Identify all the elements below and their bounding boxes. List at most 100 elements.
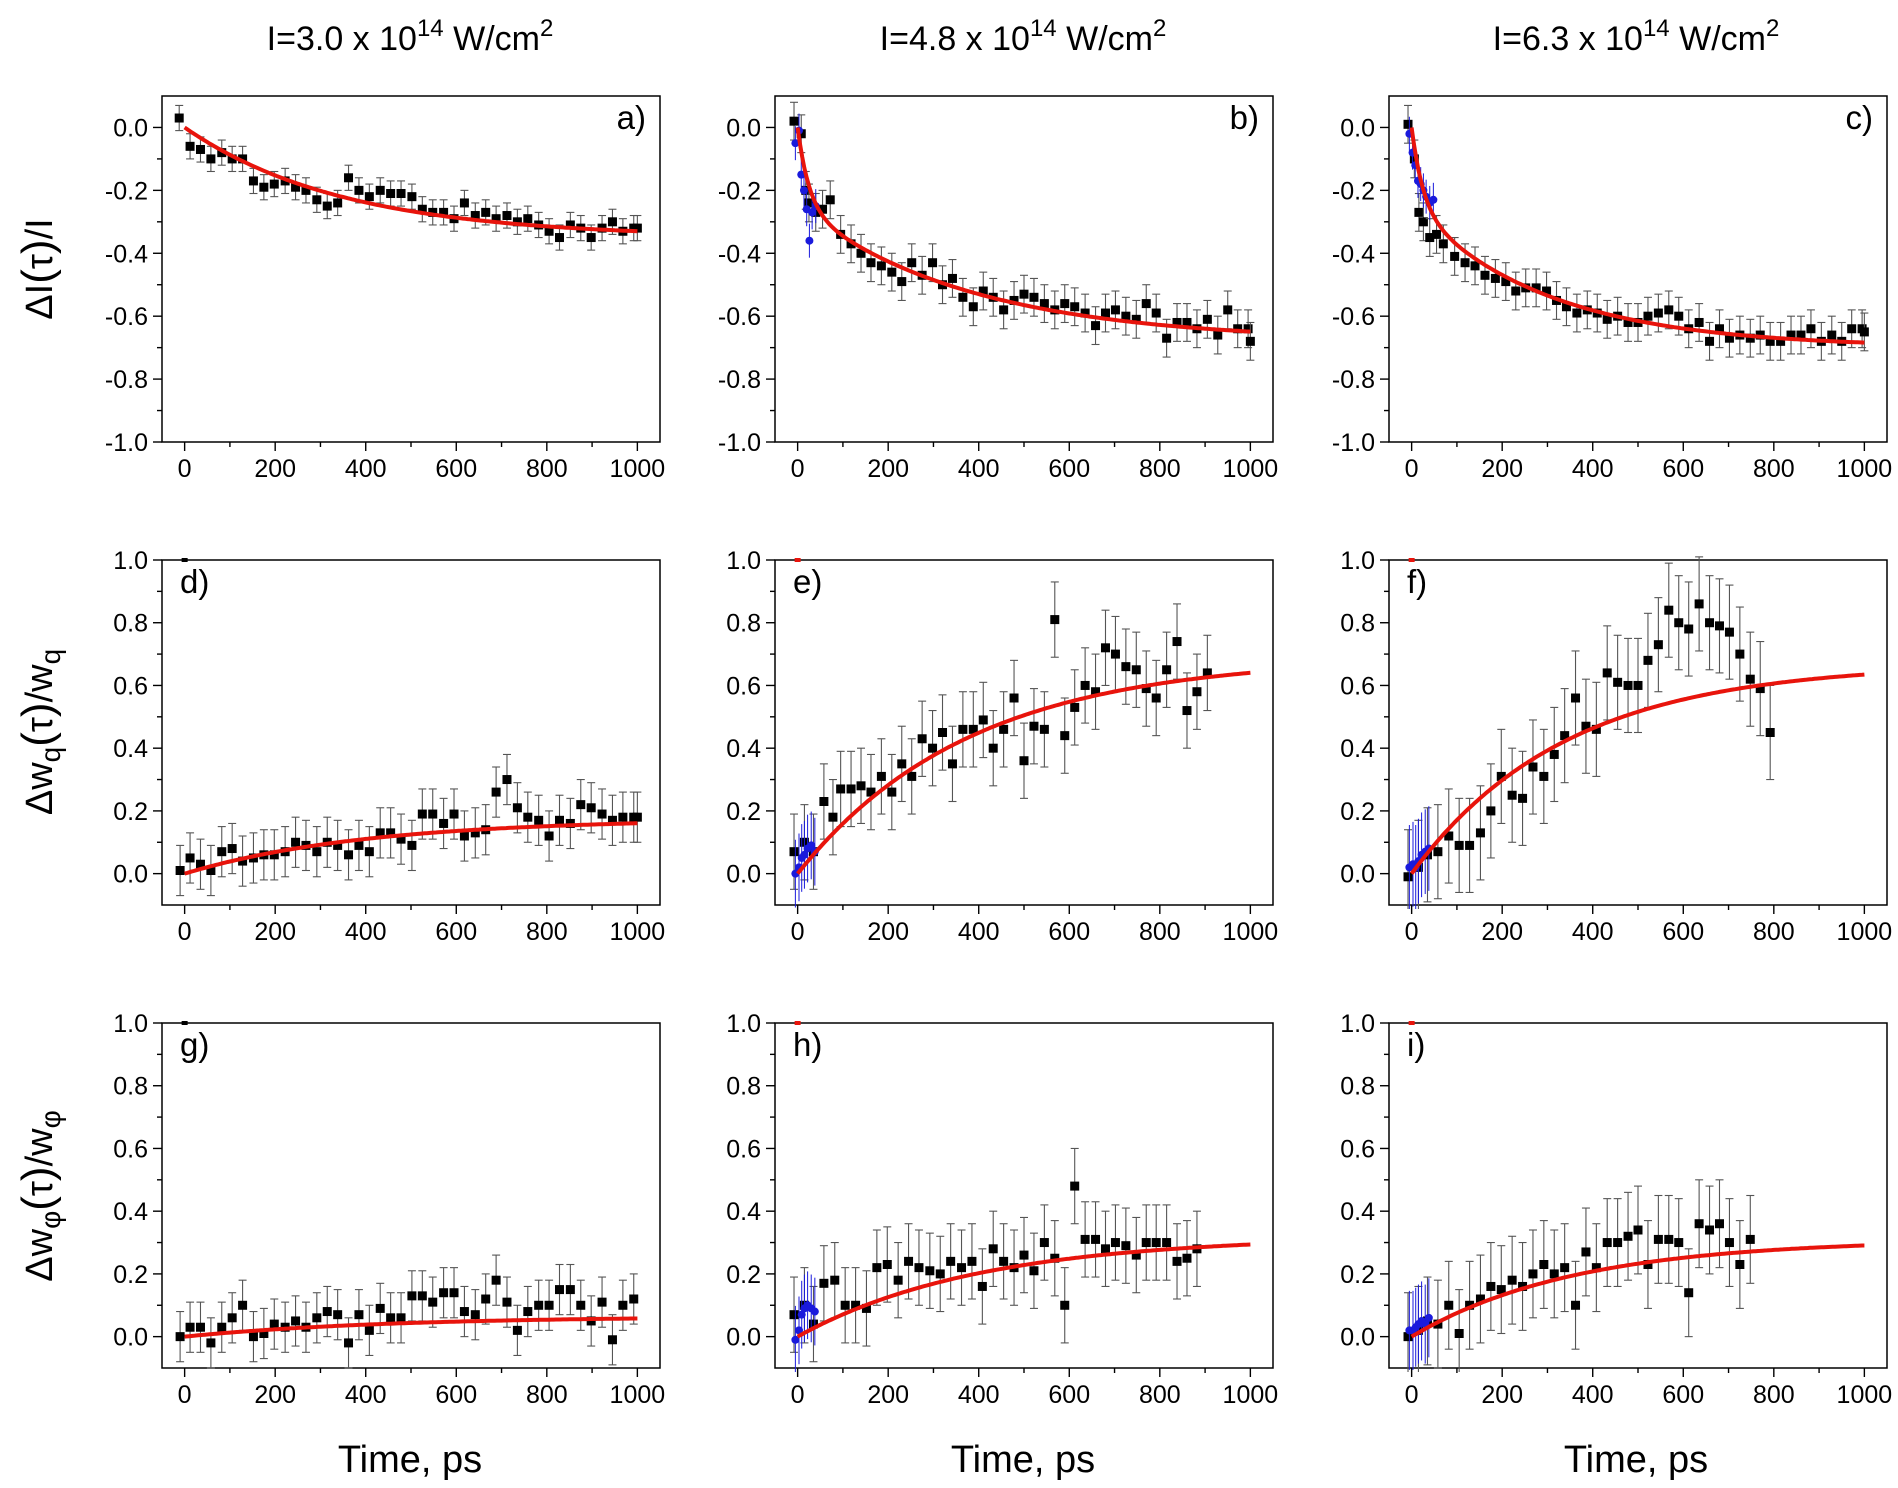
data-point [512,1325,522,1335]
x-tick-label: 0 [791,455,805,483]
data-point [259,1329,269,1338]
data-point [1528,1269,1538,1279]
data-point [1433,847,1443,857]
y-tick-label: 0.0 [726,114,761,142]
x-tick-label: 800 [1753,455,1795,483]
data-point [988,1244,998,1254]
panel-i: 0 200 400 600 800 1000 1.0 0.8 0.6 0.4 0.2 0.0 i) [1340,1010,1892,1409]
y-tick-label: 0.8 [113,610,148,638]
data-point [1151,693,1161,703]
data-point [1141,684,1151,694]
panel-a: 0 200 400 600 800 1000 0.0 -0.2 -0.4 -0.6 -0.8 -1.0… [105,95,665,483]
data-point [999,724,1009,734]
data-point [928,743,938,753]
data-point [1643,655,1653,665]
x-tick-label: 800 [1139,455,1181,483]
data-point [618,812,628,822]
data-point [195,1322,205,1332]
data-point [375,185,385,195]
data-point [1172,317,1182,327]
y-tick-label: 0.2 [1340,798,1375,826]
data-point [1735,649,1745,659]
y-tick-label: 0.8 [726,1073,761,1101]
data-point [1674,618,1684,628]
data-point [1151,1238,1161,1248]
data-point [565,1285,575,1295]
y-tick-label: 0.4 [113,735,148,763]
data-point [206,866,216,875]
y-tick-label: 0.0 [726,1324,761,1352]
y-tick-label: -0.8 [1332,366,1375,394]
data-point [866,258,876,268]
x-tick-label: 200 [867,918,909,946]
y-tick-label: 0.4 [1340,735,1375,763]
x-tick-label: 800 [1753,918,1795,946]
data-point [607,815,617,825]
data-point [1245,336,1255,346]
data-point [1776,336,1786,346]
y-tick-label: 0.0 [113,1324,148,1352]
fit-curve [796,1242,1251,1339]
data-point [1243,324,1253,334]
data-point [1233,324,1243,334]
x-tick-label: 800 [526,1381,568,1409]
plot-frame [774,95,1274,443]
data-point [1465,840,1475,850]
data-point [1432,229,1442,239]
x-tick-label: 600 [435,455,477,483]
data-point [1172,1256,1182,1266]
y-tick-label: 0.2 [1340,1261,1375,1289]
fit-curve [184,821,638,876]
x-tick-label: 1000 [610,918,666,946]
data-point [386,1313,396,1323]
x-tick-label: 200 [867,1381,909,1409]
y-tick-label: -0.2 [105,177,148,205]
data-point [1542,286,1552,296]
data-point [1060,299,1070,309]
data-point [1633,680,1643,690]
x-tick-label: 400 [958,1381,1000,1409]
data-point [1561,302,1571,312]
data-point [1496,1285,1506,1295]
data-point [344,850,354,860]
panel-b: 0 200 400 600 800 1000 0.0 -0.2 -0.4 -0.6 -0.8 -1.0… [718,95,1278,483]
data-point [1444,831,1454,841]
panel-d: 0 200 400 600 800 1000 1.0 0.8 0.6 0.4 0.2 0.0 d) [113,547,665,946]
data-point [1496,771,1506,781]
data-point [407,840,417,850]
x-tick-label: 1000 [1223,918,1279,946]
data-point [1050,615,1060,625]
data-point [1602,1238,1612,1248]
data-point [856,248,866,258]
data-point [1806,324,1816,334]
x-tick-label: 800 [1753,1381,1795,1409]
edge-marker [181,558,188,562]
x-tick-label: 0 [178,918,192,946]
data-point [999,1256,1009,1266]
data-point [523,1307,533,1317]
data-point [1549,749,1559,759]
x-tick-label: 800 [1139,1381,1181,1409]
data-point [1050,1253,1060,1263]
data-point [1080,1234,1090,1244]
data-point [914,1263,924,1273]
data-point [269,179,279,189]
data-point [1151,308,1161,318]
data-point [618,1300,628,1310]
data-point [1847,324,1857,334]
data-point [576,800,586,810]
data-point [1454,1329,1464,1338]
data-point [1705,1225,1715,1235]
data-point [386,189,396,199]
data-point [1643,1260,1653,1269]
y-tick-label: 0.8 [1340,610,1375,638]
y-tick-label: 0.6 [726,672,761,700]
data-point [1100,643,1110,653]
x-tick-label: 0 [178,455,192,483]
data-point [470,211,480,221]
data-point [1060,1300,1070,1310]
y-tick-label: -0.4 [105,240,148,268]
data-point [1450,251,1460,261]
x-tick-label: 1000 [1837,1381,1893,1409]
data-point [1039,1238,1049,1248]
